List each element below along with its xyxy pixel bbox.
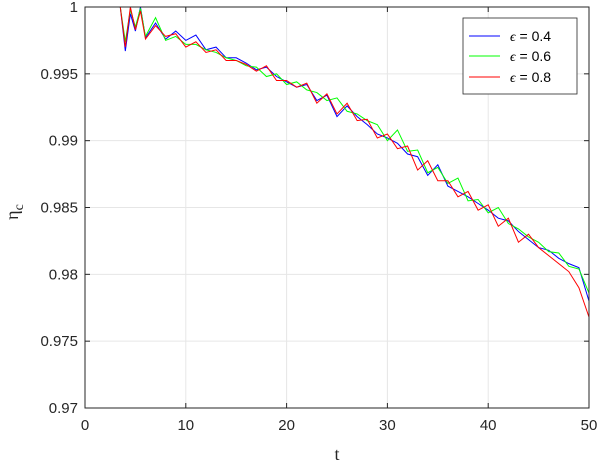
y-tick-label: 0.995: [40, 66, 78, 83]
legend: ϵ = 0.4 ϵ = 0.6 ϵ = 0.8: [462, 17, 578, 95]
y-axis-label-text: ηc: [2, 204, 27, 220]
x-axis-label: t: [334, 444, 339, 464]
legend-label-series-2: ϵ = 0.6: [510, 48, 551, 65]
legend-label-series-2-rest: = 0.6: [516, 48, 552, 64]
y-tick-label: 1: [70, 0, 78, 16]
series-2-line: [119, 7, 589, 294]
series-3-line: [119, 7, 589, 318]
x-tick-label: 10: [177, 417, 194, 434]
x-tick-label: 30: [379, 417, 396, 434]
x-tick-label: 20: [278, 417, 295, 434]
y-axis-label: ηc: [2, 204, 27, 220]
y-axis-label-sub: c: [12, 204, 27, 210]
y-tick-label: 0.99: [49, 133, 78, 150]
y-tick-label: 0.98: [49, 266, 78, 283]
x-tick-label: 40: [480, 417, 497, 434]
y-tick-label: 0.975: [40, 333, 78, 350]
x-tick-label: 0: [81, 417, 89, 434]
ticks: [84, 6, 590, 409]
y-axis-label-main: η: [2, 210, 22, 219]
legend-label-series-3-symbol: ϵ: [510, 71, 517, 86]
y-tick-labels: 0.97 0.975 0.98 0.985 0.99 0.995 1: [40, 0, 78, 417]
legend-label-series-1-symbol: ϵ: [510, 30, 517, 45]
x-tick-labels: 0 10 20 30 40 50: [81, 417, 598, 434]
legend-label-series-1: ϵ = 0.4: [510, 28, 551, 45]
x-tick-label: 50: [581, 417, 598, 434]
legend-label-series-3-rest: = 0.8: [516, 69, 552, 85]
legend-label-series-1-rest: = 0.4: [516, 28, 552, 44]
y-tick-label: 0.985: [40, 200, 78, 217]
legend-label-series-2-symbol: ϵ: [510, 50, 517, 65]
legend-label-series-3: ϵ = 0.8: [510, 69, 551, 86]
y-tick-label: 0.97: [49, 400, 78, 417]
series-lines: [119, 7, 589, 318]
